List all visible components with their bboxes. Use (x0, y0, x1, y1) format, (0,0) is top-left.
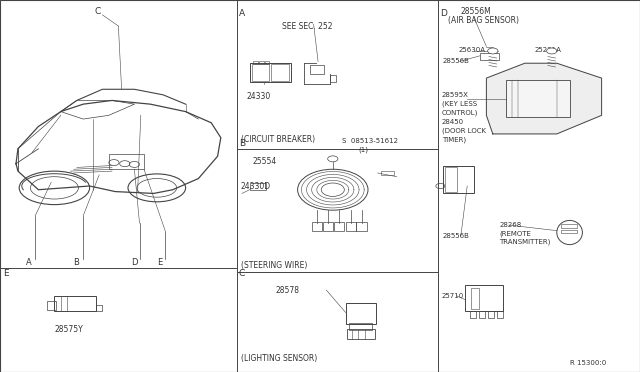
Bar (471, 288, 479, 309)
Text: E: E (157, 258, 162, 267)
Text: (LIGHTING SENSOR): (LIGHTING SENSOR) (241, 355, 317, 363)
Bar (271, 64, 289, 81)
Bar (445, 167, 457, 192)
Text: D: D (131, 258, 138, 267)
Bar (253, 61, 258, 64)
Text: SEE SEC. 252: SEE SEC. 252 (282, 22, 332, 31)
Bar (323, 222, 333, 231)
Text: B: B (239, 139, 245, 148)
Bar (356, 222, 367, 231)
Text: 25231A: 25231A (534, 47, 561, 53)
Text: (DOOR LOCK: (DOOR LOCK (442, 128, 486, 134)
Text: C: C (239, 269, 245, 278)
Text: (REMOTE: (REMOTE (499, 230, 531, 237)
Text: 25630A: 25630A (458, 47, 485, 53)
Text: C: C (95, 7, 101, 16)
Bar (381, 171, 394, 175)
Text: (CIRCUIT BREAKER): (CIRCUIT BREAKER) (241, 135, 315, 144)
Text: R 15300:0: R 15300:0 (570, 360, 606, 366)
Text: (AIR BAG SENSOR): (AIR BAG SENSOR) (448, 16, 519, 25)
Bar (479, 311, 485, 318)
Bar (349, 323, 372, 330)
Bar (54, 296, 96, 311)
Bar (480, 53, 499, 60)
Bar (250, 183, 266, 190)
Bar (252, 64, 269, 81)
Bar (47, 301, 56, 310)
Text: S  08513-51612: S 08513-51612 (342, 138, 398, 144)
Text: 24330D: 24330D (241, 182, 271, 190)
Text: TIMER): TIMER) (442, 136, 466, 143)
Text: E: E (3, 269, 9, 278)
Polygon shape (486, 63, 602, 134)
Bar (346, 303, 376, 324)
Text: 24330: 24330 (246, 92, 271, 101)
Bar (259, 61, 264, 64)
Bar (109, 154, 144, 169)
Text: 28268: 28268 (499, 222, 522, 228)
Bar (561, 230, 577, 233)
Text: 28575Y: 28575Y (54, 325, 83, 334)
Bar (265, 61, 269, 64)
Text: (STEERING WIRE): (STEERING WIRE) (241, 262, 307, 270)
Text: 28595X: 28595X (442, 92, 468, 98)
Circle shape (488, 48, 498, 54)
Text: A: A (26, 258, 31, 267)
Text: 25554: 25554 (253, 157, 277, 166)
Text: 28556B: 28556B (443, 58, 470, 64)
Bar (465, 285, 503, 311)
Text: (1): (1) (358, 146, 369, 153)
Circle shape (547, 48, 557, 54)
Text: 28556B: 28556B (443, 233, 470, 239)
Text: B: B (74, 258, 79, 267)
Text: A: A (239, 9, 245, 17)
Bar (96, 305, 102, 311)
Text: 28556M: 28556M (461, 7, 492, 16)
Text: D: D (440, 9, 447, 17)
Bar (443, 166, 474, 193)
Text: 28578: 28578 (275, 286, 300, 295)
Bar (506, 80, 570, 117)
Text: CONTROL): CONTROL) (442, 109, 478, 116)
Text: (KEY LESS: (KEY LESS (442, 101, 477, 108)
Bar (470, 311, 476, 318)
Bar (488, 311, 494, 318)
Bar (346, 222, 356, 231)
Bar (347, 329, 375, 339)
Bar (312, 222, 322, 231)
Bar (497, 311, 503, 318)
Bar (334, 222, 344, 231)
Bar (250, 63, 291, 82)
Bar (310, 65, 324, 74)
Text: TRANSMITTER): TRANSMITTER) (499, 238, 550, 245)
Bar (330, 75, 336, 82)
Bar (561, 224, 577, 228)
Text: 25710: 25710 (442, 293, 464, 299)
Text: 28450: 28450 (442, 119, 464, 125)
